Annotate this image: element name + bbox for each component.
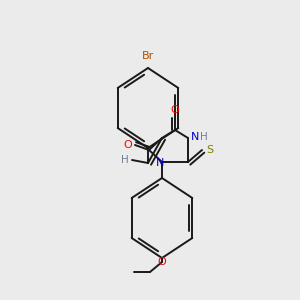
Text: S: S <box>206 145 213 155</box>
Text: N: N <box>191 132 200 142</box>
Text: O: O <box>171 105 179 115</box>
Text: N: N <box>156 158 164 168</box>
Text: Br: Br <box>142 51 154 61</box>
Text: H: H <box>121 155 129 165</box>
Text: O: O <box>123 140 132 150</box>
Text: O: O <box>158 257 166 267</box>
Text: H: H <box>200 132 208 142</box>
